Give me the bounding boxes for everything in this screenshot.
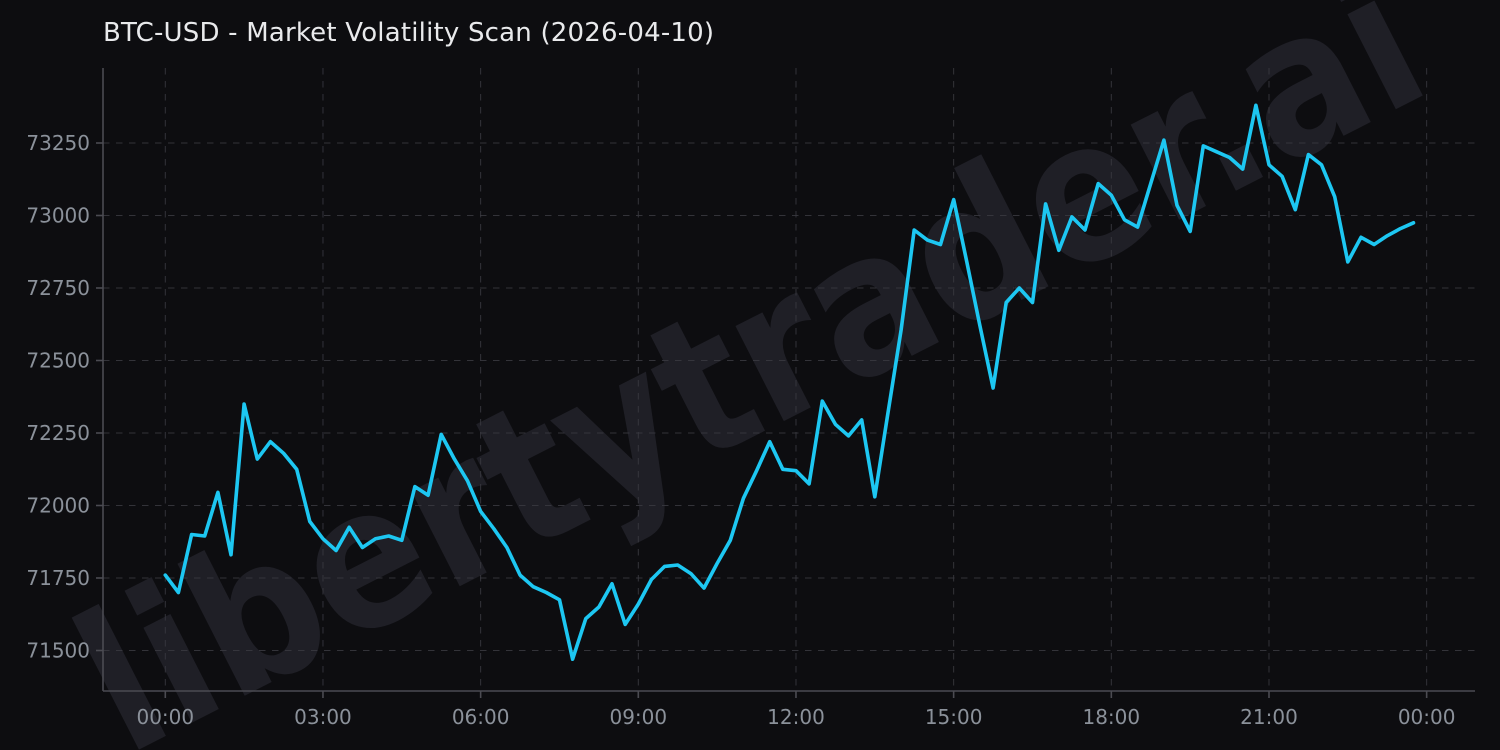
chart-title: BTC-USD - Market Volatility Scan (2026-0… xyxy=(103,18,715,48)
y-tick-label-71500: 71500 xyxy=(26,639,90,663)
y-tick-label-73000: 73000 xyxy=(26,204,90,228)
y-tick-label-72250: 72250 xyxy=(26,421,90,445)
series-layer xyxy=(163,103,1416,662)
x-tick-label-5: 15:00 xyxy=(925,705,983,729)
y-tick-label-72000: 72000 xyxy=(26,494,90,518)
axes-layer xyxy=(96,68,1475,698)
y-tick-label-73250: 73250 xyxy=(26,131,90,155)
y-tick-label-71750: 71750 xyxy=(26,566,90,590)
x-tick-label-8: 00:00 xyxy=(1398,705,1456,729)
x-tick-label-7: 21:00 xyxy=(1240,705,1298,729)
price-line xyxy=(163,103,1416,662)
x-tick-label-3: 09:00 xyxy=(609,705,667,729)
x-tick-label-6: 18:00 xyxy=(1082,705,1140,729)
x-tick-label-0: 00:00 xyxy=(136,705,194,729)
watermark-layer: libertytrader.ai xyxy=(44,0,1457,750)
tick-labels-layer: 00:00 03:00 06:00 09:00 12:00 15:00 18:00 21:00… xyxy=(26,131,1455,729)
x-tick-label-2: 06:00 xyxy=(452,705,510,729)
watermark-text: libertytrader.ai xyxy=(44,0,1457,750)
x-tick-label-1: 03:00 xyxy=(294,705,352,729)
y-tick-label-72750: 72750 xyxy=(26,276,90,300)
y-tick-label-72500: 72500 xyxy=(26,349,90,373)
x-tick-label-4: 12:00 xyxy=(767,705,825,729)
